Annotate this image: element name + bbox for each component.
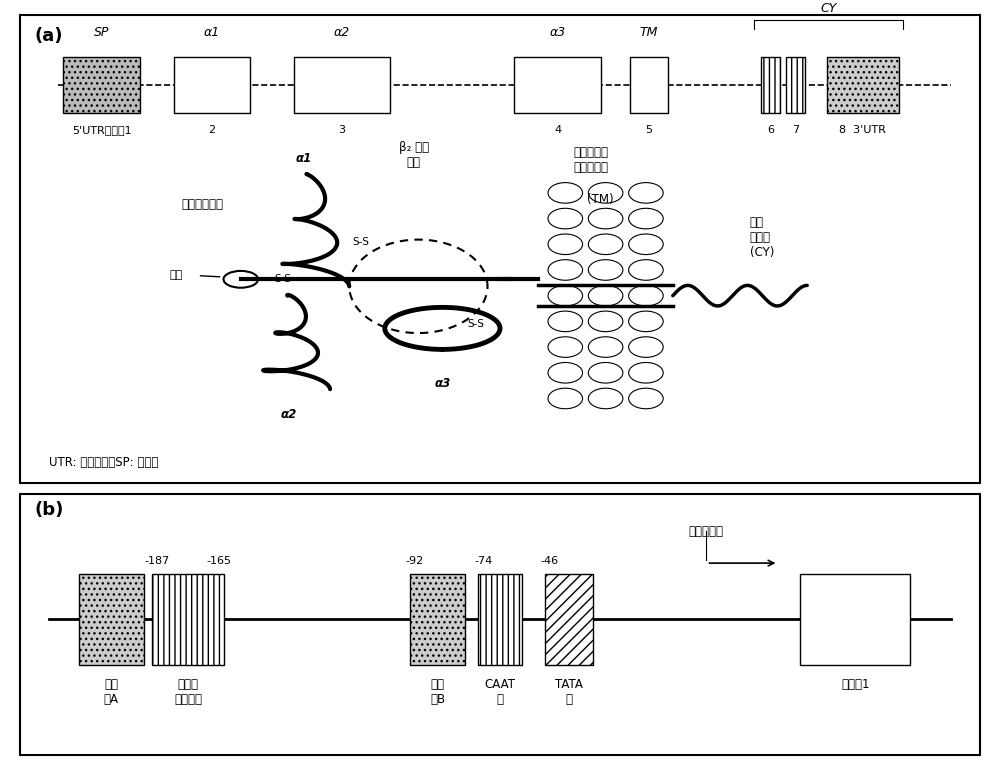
Text: α1: α1 — [295, 152, 311, 165]
Text: 外显子1: 外显子1 — [841, 678, 869, 691]
Text: (a): (a) — [34, 27, 63, 45]
Bar — [410, 574, 465, 665]
Text: 细胞外结构域: 细胞外结构域 — [181, 198, 223, 211]
Text: 干扰素
应答序列: 干扰素 应答序列 — [174, 678, 202, 705]
Text: S-S: S-S — [468, 319, 484, 329]
Text: TM: TM — [640, 26, 658, 38]
Text: 4: 4 — [554, 125, 561, 135]
Text: 3: 3 — [338, 125, 345, 135]
Text: SP: SP — [94, 26, 109, 38]
Bar — [63, 57, 140, 113]
Text: (b): (b) — [34, 501, 64, 519]
Text: 7: 7 — [792, 125, 799, 135]
Bar — [294, 57, 390, 113]
Text: 5: 5 — [645, 125, 652, 135]
Text: CY: CY — [821, 2, 837, 15]
Text: CAAT
盒: CAAT 盒 — [484, 678, 516, 705]
Text: S-S: S-S — [352, 237, 369, 247]
Text: α1: α1 — [204, 26, 220, 38]
Text: α3: α3 — [549, 26, 566, 38]
Text: -46: -46 — [541, 555, 559, 565]
Text: β₂ 微球
蛋白: β₂ 微球 蛋白 — [399, 142, 429, 169]
Text: 转录起始点: 转录起始点 — [689, 525, 724, 538]
Text: -92: -92 — [405, 555, 424, 565]
Bar — [152, 574, 224, 665]
Text: -165: -165 — [207, 555, 232, 565]
Bar — [630, 57, 668, 113]
Text: α2: α2 — [333, 26, 350, 38]
Text: 2: 2 — [208, 125, 216, 135]
Text: S-S: S-S — [274, 274, 291, 284]
Text: 细胞膜结合
跨膜结构域: 细胞膜结合 跨膜结构域 — [574, 146, 609, 174]
Bar — [478, 574, 522, 665]
Text: TATA
盒: TATA 盒 — [555, 678, 583, 705]
Text: 8  3'UTR: 8 3'UTR — [839, 125, 886, 135]
Text: 5'UTR外显子1: 5'UTR外显子1 — [72, 125, 131, 135]
Text: 糖链: 糖链 — [170, 270, 183, 280]
Bar — [79, 574, 144, 665]
Bar — [174, 57, 250, 113]
Bar — [761, 57, 780, 113]
Text: (TM): (TM) — [587, 193, 614, 206]
Bar — [800, 574, 910, 665]
Text: -74: -74 — [474, 555, 492, 565]
Text: 6: 6 — [767, 125, 774, 135]
Text: α3: α3 — [434, 378, 451, 391]
Text: 胞浆
结构域
(CY): 胞浆 结构域 (CY) — [750, 216, 774, 259]
Bar — [545, 574, 593, 665]
Bar — [786, 57, 805, 113]
Text: -187: -187 — [144, 555, 169, 565]
Text: 增强
子B: 增强 子B — [430, 678, 445, 705]
Text: UTR: 非翻译区，SP: 信号肽: UTR: 非翻译区，SP: 信号肽 — [49, 456, 158, 469]
Text: 增强
子A: 增强 子A — [104, 678, 119, 705]
Bar — [827, 57, 899, 113]
Bar — [514, 57, 601, 113]
Text: α2: α2 — [281, 408, 297, 421]
